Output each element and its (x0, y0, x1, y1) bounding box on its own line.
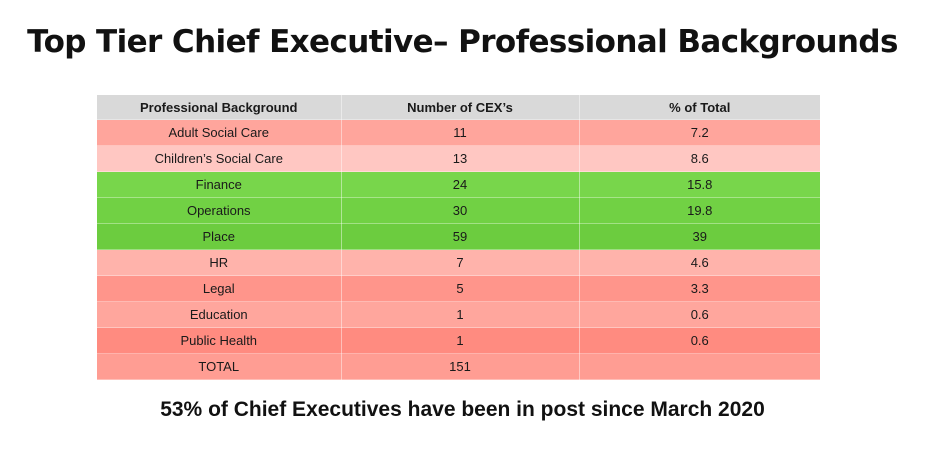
cell-background: HR (97, 249, 342, 276)
cell-count: 11 (341, 119, 580, 146)
cell-background: Place (97, 223, 342, 250)
cell-background: Education (97, 301, 342, 328)
table-row: Public Health 1 0.6 (97, 327, 820, 354)
cell-background: Legal (97, 275, 342, 302)
table-row: Place 59 39 (97, 223, 820, 250)
cell-background: Finance (97, 171, 342, 198)
cell-background: TOTAL (97, 353, 342, 380)
table-header-row: Professional Background Number of CEX’s … (97, 95, 820, 120)
cell-count: 59 (341, 223, 580, 250)
column-header-count: Number of CEX’s (341, 95, 580, 120)
table-row: Operations 30 19.8 (97, 197, 820, 224)
cell-count: 1 (341, 301, 580, 328)
cell-percent: 19.8 (579, 197, 820, 224)
cell-count: 1 (341, 327, 580, 354)
cell-percent: 0.6 (579, 327, 820, 354)
backgrounds-table-container: Professional Background Number of CEX’s … (97, 95, 820, 380)
cell-background: Operations (97, 197, 342, 224)
cell-percent: 0.6 (579, 301, 820, 328)
column-header-background: Professional Background (97, 95, 342, 120)
cell-percent: 3.3 (579, 275, 820, 302)
table-row: Legal 5 3.3 (97, 275, 820, 302)
table-row: Education 1 0.6 (97, 301, 820, 328)
table-row: Adult Social Care 11 7.2 (97, 119, 820, 146)
cell-count: 24 (341, 171, 580, 198)
cell-percent (579, 353, 820, 380)
cell-percent: 8.6 (579, 145, 820, 172)
cell-percent: 7.2 (579, 119, 820, 146)
cell-background: Children’s Social Care (97, 145, 342, 172)
cell-count: 5 (341, 275, 580, 302)
table-row: Finance 24 15.8 (97, 171, 820, 198)
cell-count: 151 (341, 353, 580, 380)
table-row: Children’s Social Care 13 8.6 (97, 145, 820, 172)
cell-background: Adult Social Care (97, 119, 342, 146)
cell-percent: 15.8 (579, 171, 820, 198)
cell-count: 7 (341, 249, 580, 276)
cell-percent: 4.6 (579, 249, 820, 276)
table-row-total: TOTAL 151 (97, 353, 820, 380)
column-header-percent: % of Total (579, 95, 820, 120)
cell-count: 30 (341, 197, 580, 224)
cell-count: 13 (341, 145, 580, 172)
table-row: HR 7 4.6 (97, 249, 820, 276)
backgrounds-table: Professional Background Number of CEX’s … (97, 95, 820, 380)
cell-background: Public Health (97, 327, 342, 354)
page-title: Top Tier Chief Executive– Professional B… (27, 24, 898, 60)
footer-statement: 53% of Chief Executives have been in pos… (160, 398, 765, 421)
cell-percent: 39 (579, 223, 820, 250)
